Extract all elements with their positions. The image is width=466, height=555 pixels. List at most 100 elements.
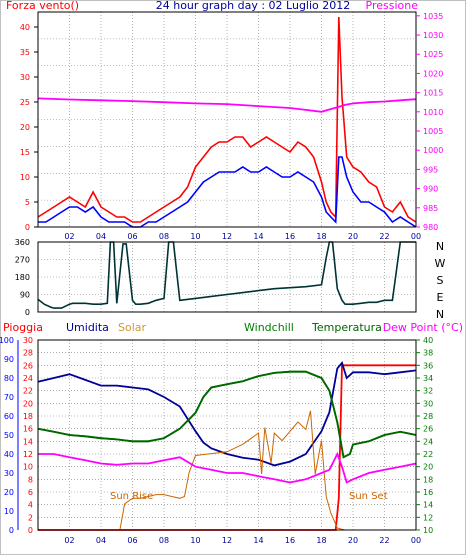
annotation-sunrise: Sun Rise: [110, 491, 153, 502]
y-tick-label-rain: 28: [23, 349, 33, 358]
y-tick-label-humidity: 80: [4, 374, 14, 383]
y-tick-label-humidity: 30: [4, 469, 14, 478]
y-tick-label-pressure: 980: [423, 223, 438, 232]
y-tick-label-temperature: 12: [423, 513, 433, 522]
y-tick-label-direction: 270: [15, 256, 30, 265]
legend-umidita: Umidita: [66, 321, 109, 334]
y-tick-label-rain: 24: [23, 374, 33, 383]
y-tick-label-temperature: 28: [423, 412, 433, 421]
series-line-temperatura: [37, 370, 417, 459]
x-tick-label: 00: [411, 232, 421, 241]
y-tick-label-humidity: 10: [4, 507, 14, 516]
x-tick-label: 16: [285, 232, 295, 241]
y-tick-label-rain: 2: [28, 513, 33, 522]
tick-labels: 0510152025303540980985990995100010051010…: [0, 12, 443, 545]
legend-pioggia: Pioggia: [3, 321, 43, 334]
y-tick-label-temperature: 16: [423, 488, 433, 497]
x-tick-label: 20: [348, 536, 358, 545]
x-tick-label: 18: [316, 536, 326, 545]
direction-label: N: [436, 240, 444, 253]
x-tick-label: 12: [222, 232, 232, 241]
y-tick-label-pressure: 1020: [423, 69, 443, 78]
y-tick-label-pressure: 1005: [423, 127, 443, 136]
y-tick-label-direction: 360: [15, 238, 30, 247]
series-line-humidity: [37, 360, 417, 467]
y-tick-label-rain: 22: [23, 387, 33, 396]
chart1-frame: [37, 11, 417, 228]
y-tick-label-rain: 20: [23, 399, 33, 408]
x-tick-label: 18: [316, 232, 326, 241]
y-tick-label-rain: 4: [28, 501, 33, 510]
y-tick-label-humidity: 70: [4, 393, 14, 402]
y-tick-label-pressure: 1015: [423, 89, 443, 98]
x-tick-label: 08: [159, 232, 169, 241]
wind-axis-label: Forza vento(): [6, 0, 79, 12]
x-tick-label: 10: [190, 536, 200, 545]
y-tick-label-temperature: 18: [423, 475, 433, 484]
y-tick-label-humidity: 20: [4, 488, 14, 497]
x-tick-label: 20: [348, 232, 358, 241]
y-tick-label-direction: 0: [25, 308, 30, 317]
y-tick-label-temperature: 34: [423, 374, 433, 383]
y-tick-label-pressure: 995: [423, 165, 438, 174]
series-line-solar: [38, 410, 416, 531]
x-tick-label: 12: [222, 536, 232, 545]
pressure-axis-label: Pressione: [366, 0, 419, 12]
y-tick-label-temperature: 14: [423, 501, 433, 510]
legend-solar: Solar: [118, 321, 147, 334]
y-tick-label-temperature: 32: [423, 387, 433, 396]
x-tick-label: 06: [127, 232, 137, 241]
x-tick-label: 02: [64, 536, 74, 545]
x-tick-label: 02: [64, 232, 74, 241]
y-tick-label-temperature: 20: [423, 463, 433, 472]
y-tick-label-rain: 18: [23, 412, 33, 421]
y-tick-label-rain: 10: [23, 463, 33, 472]
y-tick-label-wind: 5: [25, 198, 30, 207]
y-tick-label-temperature: 30: [423, 399, 433, 408]
y-tick-label-temperature: 26: [423, 425, 433, 434]
y-tick-label-humidity: 0: [9, 526, 14, 535]
direction-label: W: [435, 257, 446, 270]
x-tick-label: 22: [379, 232, 389, 241]
x-tick-label: 06: [127, 536, 137, 545]
y-tick-label-temperature: 38: [423, 349, 433, 358]
y-tick-label-rain: 6: [28, 488, 33, 497]
y-tick-label-pressure: 990: [423, 185, 438, 194]
x-tick-label: 04: [96, 536, 106, 545]
y-tick-label-pressure: 1030: [423, 31, 443, 40]
legend-temperatura: Temperatura: [311, 321, 382, 334]
annotation-sunset: Sun Set: [349, 491, 388, 502]
y-tick-label-temperature: 40: [423, 336, 433, 345]
y-tick-label-pressure: 1035: [423, 12, 443, 21]
chart-title: 24 hour graph day : 02 Luglio 2012: [156, 0, 351, 12]
y-tick-label-rain: 30: [23, 336, 33, 345]
y-tick-label-pressure: 985: [423, 204, 438, 213]
y-tick-label-humidity: 40: [4, 450, 14, 459]
y-tick-label-wind: 30: [20, 73, 30, 82]
y-tick-label-rain: 14: [23, 437, 33, 446]
y-tick-label-wind: 25: [20, 98, 30, 107]
y-tick-label-pressure: 1025: [423, 50, 443, 59]
legend-dewpoint: Dew Point (°C): [383, 321, 463, 334]
y-tick-label-pressure: 1010: [423, 108, 443, 117]
y-tick-label-wind: 0: [25, 223, 30, 232]
y-tick-label-rain: 26: [23, 361, 33, 370]
y-tick-label-pressure: 1000: [423, 146, 443, 155]
series-line-wind_gust: [38, 156, 417, 228]
y-tick-label-wind: 40: [20, 23, 30, 32]
y-tick-label-rain: 12: [23, 450, 33, 459]
y-tick-label-wind: 20: [20, 123, 30, 132]
chart2-frame: [37, 241, 417, 313]
y-tick-label-wind: 35: [20, 48, 30, 57]
x-tick-label: 04: [96, 232, 106, 241]
y-tick-label-wind: 15: [20, 148, 30, 157]
direction-label: N: [436, 308, 444, 321]
x-tick-label: 00: [411, 536, 421, 545]
y-tick-label-rain: 16: [23, 425, 33, 434]
y-tick-label-direction: 90: [20, 291, 30, 300]
legend-windchill: Windchill: [244, 321, 294, 334]
direction-label: S: [437, 274, 444, 287]
y-tick-label-wind: 10: [20, 173, 30, 182]
x-tick-label: 10: [190, 232, 200, 241]
